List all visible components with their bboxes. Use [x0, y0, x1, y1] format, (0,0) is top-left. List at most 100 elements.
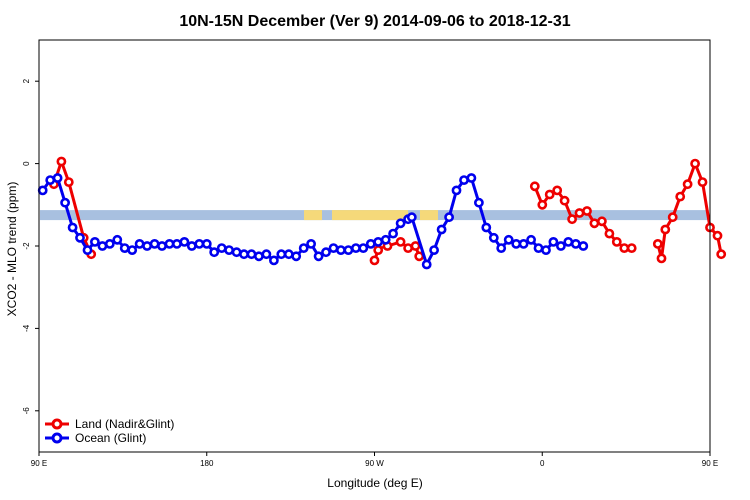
series-0-point-1-7	[414, 251, 425, 262]
series-0-point-2-4	[559, 195, 570, 206]
series-1-point-0-24	[216, 243, 227, 253]
series-1-point-0-12	[127, 245, 138, 255]
series-1-point-0-61	[496, 243, 507, 253]
series-1-point-0-13	[134, 238, 145, 249]
series-1-point-0-31	[268, 255, 279, 266]
series-1-point-0-7	[90, 236, 100, 247]
series-0-point-3-7	[697, 177, 708, 187]
series-1-point-0-0	[37, 185, 48, 196]
series-1-point-0-27	[239, 249, 249, 260]
series-0-point-2-7	[582, 206, 592, 216]
series-1-point-0-16	[157, 241, 167, 251]
series-1-point-0-18	[171, 238, 182, 249]
series-1-point-0-71	[570, 238, 581, 249]
chart-title: 10N-15N December (Ver 9) 2014-09-06 to 2…	[179, 13, 570, 30]
series-0-point-2-3	[552, 185, 563, 196]
band-layer	[40, 210, 709, 221]
x-tick-label-2: 90 W	[365, 459, 384, 468]
series-0-point-1-4	[395, 236, 406, 247]
series-0-point-3-5	[682, 179, 693, 190]
series-1	[37, 173, 589, 270]
series-1-point-0-68	[548, 236, 559, 247]
series-1-point-0-23	[209, 247, 220, 258]
land-band-2	[420, 210, 436, 221]
legend-land-label: Land (Nadir&Glint)	[75, 417, 174, 431]
series-0-point-1-0	[369, 255, 380, 266]
y-tick-label-4: 2	[22, 78, 31, 83]
series-1-point-0-55	[451, 185, 462, 196]
series-0-point-2-13	[626, 243, 637, 253]
series-1-point-0-6	[82, 245, 93, 255]
legend-ocean-marker	[51, 432, 63, 444]
series-0-point-3-0	[652, 238, 663, 249]
series-1-point-0-67	[541, 245, 551, 255]
series-1-point-0-57	[466, 173, 477, 183]
series-1-point-0-43	[358, 243, 369, 253]
x-tick-label-1: 180	[200, 459, 214, 468]
series-1-point-0-26	[231, 247, 242, 258]
series-1-point-0-62	[503, 234, 514, 245]
series-1-point-0-39	[328, 243, 339, 253]
series-1-point-0-70	[563, 236, 574, 247]
series-0-point-2-1	[537, 199, 548, 210]
series-1-point-0-4	[67, 222, 78, 233]
series-1-point-0-29	[253, 251, 264, 262]
land-band-1	[332, 210, 408, 221]
series-0-point-3-2	[660, 224, 671, 235]
series-1-point-0-66	[533, 243, 544, 253]
series-1-point-0-30	[261, 249, 272, 260]
land-band-3	[435, 210, 438, 221]
series-0-point-2-5	[567, 214, 577, 225]
series-1-point-0-48	[395, 218, 406, 229]
series-layer	[37, 156, 727, 270]
series-0-point-1-6	[410, 241, 421, 251]
series-1-point-0-38	[321, 247, 331, 258]
series-1-point-0-5	[75, 232, 85, 243]
series-1-point-0-47	[388, 228, 398, 239]
y-axis-label: XCO2 - MLO trend (ppm)	[5, 182, 19, 317]
series-1-point-0-25	[224, 245, 234, 255]
legend-ocean-label: Ocean (Glint)	[75, 431, 146, 445]
x-tick-label-0: 90 E	[31, 459, 47, 468]
series-0-point-2-9	[597, 216, 607, 227]
y-tick-label-0: -6	[22, 407, 31, 415]
series-1-point-0-22	[201, 238, 212, 249]
series-1-point-0-2	[52, 173, 63, 183]
series-1-point-0-34	[291, 251, 302, 262]
series-1-point-0-9	[104, 238, 115, 249]
series-1-point-0-64	[518, 238, 529, 249]
y-tick-label-1: -4	[22, 324, 31, 332]
series-1-point-0-69	[556, 241, 566, 251]
series-1-point-0-51	[421, 259, 432, 270]
series-1-point-0-44	[365, 238, 376, 249]
axes-layer: 90 E 180 90 W 0 90 E -6 -4 -2 0 2	[22, 78, 718, 468]
land-band-0	[304, 210, 322, 221]
plot-frame	[38, 39, 711, 453]
series-1-point-0-72	[578, 241, 589, 251]
series-0-point-3-4	[675, 191, 686, 202]
series-0-point-0-2	[63, 177, 74, 187]
series-1-point-0-14	[142, 241, 152, 251]
series-1-point-0-3	[60, 197, 70, 208]
series-0-point-2-6	[574, 208, 585, 218]
series-0-point-3-9	[712, 230, 723, 241]
series-1-point-0-53	[436, 224, 447, 235]
series-0-point-2-0	[529, 181, 540, 192]
series-0-point-3-6	[690, 158, 700, 169]
legend: Land (Nadir&Glint) Ocean (Glint)	[45, 417, 174, 445]
series-1-point-0-59	[481, 222, 492, 233]
series-1-point-0-58	[473, 197, 484, 208]
x-tick-label-3: 0	[540, 459, 545, 468]
series-1-point-0-52	[429, 245, 439, 255]
series-0-point-2-2	[544, 189, 555, 200]
y-tick-label-2: -2	[22, 242, 31, 250]
series-1-point-0-60	[488, 232, 499, 243]
series-1-point-0-36	[306, 238, 316, 249]
series-1-point-0-46	[380, 234, 391, 245]
series-0-point-3-1	[656, 253, 667, 264]
legend-land-marker	[51, 418, 63, 430]
x-tick-label-4: 90 E	[702, 459, 718, 468]
series-1-point-0-32	[276, 249, 287, 260]
y-tick-label-3: 0	[22, 161, 31, 166]
